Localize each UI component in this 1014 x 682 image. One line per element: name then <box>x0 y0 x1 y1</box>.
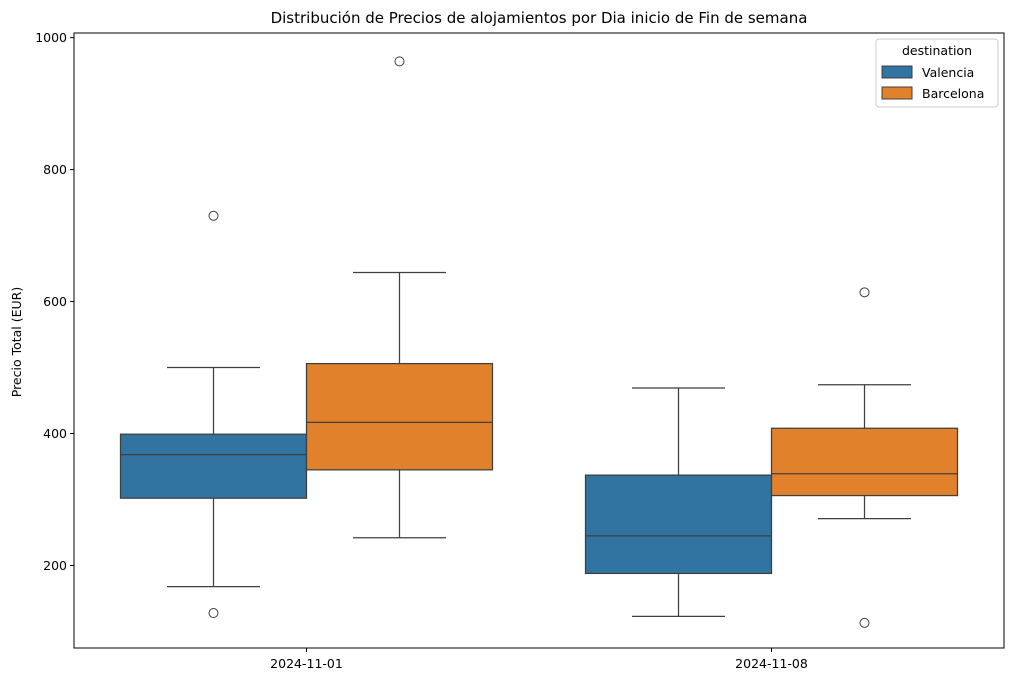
y-tick-label: 600 <box>43 294 67 309</box>
y-tick-label: 800 <box>43 162 67 177</box>
legend: destination Valencia Barcelona <box>875 38 999 108</box>
box-barcelona-2024-11-08 <box>770 287 959 628</box>
chart-title: Distribución de Precios de alojamientos … <box>271 9 808 27</box>
y-tick-label: 200 <box>43 558 67 573</box>
iqr-box <box>305 362 494 471</box>
outlier-point <box>208 608 219 619</box>
outlier-point <box>859 287 870 298</box>
y-tick-label: 1000 <box>35 30 67 45</box>
y-axis-label: Precio Total (EUR) <box>9 287 24 398</box>
iqr-box <box>770 427 959 497</box>
plot-area: 200 400 600 800 1000 2024-11-01 2024-11-08 <box>35 30 959 671</box>
iqr-box <box>584 474 773 575</box>
x-tick-label: 2024-11-01 <box>270 656 343 671</box>
legend-label-barcelona: Barcelona <box>922 86 984 101</box>
box-valencia-2024-11-01 <box>119 210 308 619</box>
box-barcelona-2024-11-01 <box>305 56 494 539</box>
iqr-box <box>119 433 308 499</box>
legend-label-valencia: Valencia <box>922 65 974 80</box>
legend-swatch-valencia <box>881 65 913 79</box>
outlier-point <box>859 617 870 628</box>
y-tick-label: 400 <box>43 426 67 441</box>
x-tick-label: 2024-11-08 <box>735 656 808 671</box>
outlier-point <box>208 210 219 221</box>
box-valencia-2024-11-08 <box>584 387 773 617</box>
legend-swatch-barcelona <box>881 86 913 100</box>
plot-frame <box>73 32 1005 649</box>
outlier-point <box>394 56 405 67</box>
legend-title: destination <box>902 43 972 58</box>
